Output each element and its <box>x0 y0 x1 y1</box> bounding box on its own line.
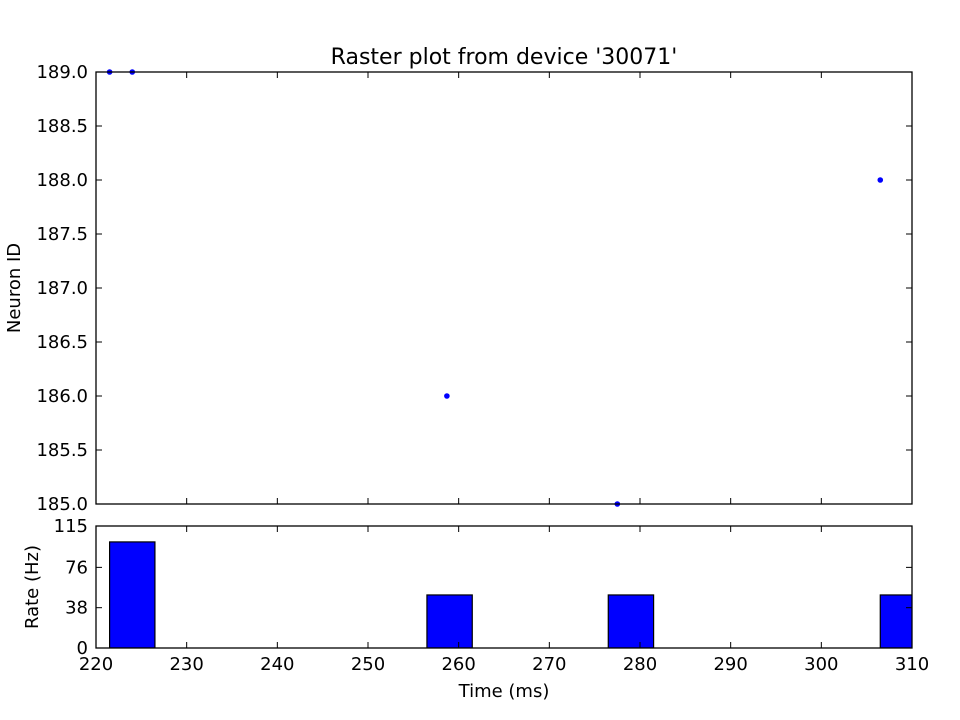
x-tick-label: 290 <box>713 654 747 675</box>
raster-y-tick-label: 188.5 <box>36 116 88 137</box>
rate-bar <box>879 594 912 648</box>
chart-title: Raster plot from device '30071' <box>331 45 678 70</box>
raster-panel: Raster plot from device '30071' Neuron I… <box>4 45 913 515</box>
x-axis-label: Time (ms) <box>458 681 550 702</box>
raster-points <box>106 69 884 507</box>
rate-bar <box>426 594 473 648</box>
x-tick-label: 260 <box>441 654 475 675</box>
raster-plot-frame <box>95 71 913 505</box>
rate-y-tick-label: 76 <box>65 557 88 578</box>
raster-y-tick-label: 189.0 <box>36 62 88 83</box>
x-tick-label: 270 <box>532 654 566 675</box>
raster-ticks: 185.0 185.5 186.0 186.5 187.0 187.5 188.0 188.5… <box>36 62 912 515</box>
raster-y-tick-label: 186.5 <box>36 332 88 353</box>
rate-panel: Rate (Hz) 0 38 76 115 220 230 240 250 260 270 280 2… <box>22 72 929 702</box>
rate-ticks: 0 38 76 115 220 230 240 250 260 270 280 290 300 310 <box>54 72 929 675</box>
raster-y-tick-label: 187.0 <box>36 278 88 299</box>
x-tick-label: 300 <box>804 654 838 675</box>
raster-y-tick-label: 185.0 <box>36 494 88 515</box>
x-tick-label: 230 <box>169 654 203 675</box>
x-tick-label: 240 <box>260 654 294 675</box>
x-tick-label: 250 <box>351 654 385 675</box>
rate-y-tick-label: 38 <box>65 598 88 619</box>
rate-bar <box>607 594 655 648</box>
x-tick-label: 310 <box>895 654 929 675</box>
spike-point <box>877 177 884 183</box>
raster-y-tick-label: 188.0 <box>36 170 88 191</box>
rate-y-axis-label: Rate (Hz) <box>22 545 43 629</box>
x-tick-label: 220 <box>79 654 113 675</box>
raster-y-tick-label: 185.5 <box>36 440 88 461</box>
rate-bars <box>108 541 912 648</box>
spike-point <box>444 393 450 399</box>
x-tick-label: 280 <box>623 654 657 675</box>
rate-y-tick-label: 0 <box>77 638 88 659</box>
raster-y-tick-label: 187.5 <box>36 224 88 245</box>
rate-y-tick-label: 115 <box>54 516 88 537</box>
rate-bar <box>108 541 156 648</box>
raster-y-axis-label: Neuron ID <box>4 243 25 333</box>
rate-plot-frame <box>95 525 913 649</box>
raster-y-tick-label: 186.0 <box>36 386 88 407</box>
